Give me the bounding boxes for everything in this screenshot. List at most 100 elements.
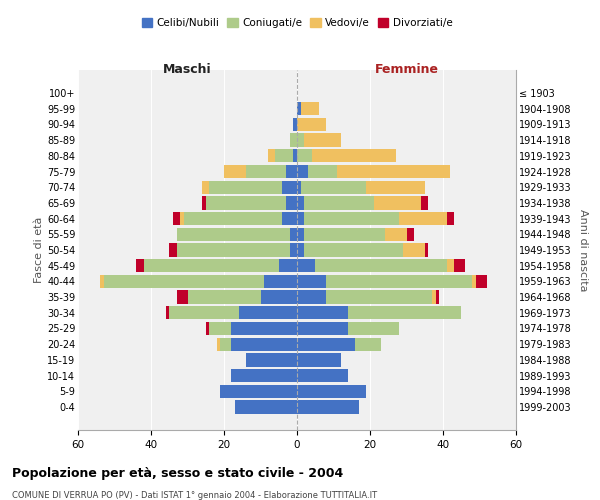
Bar [297, 353, 341, 366]
Bar [297, 244, 304, 256]
Bar [297, 134, 304, 147]
Bar [232, 369, 297, 382]
Bar [297, 290, 326, 304]
Bar [180, 212, 184, 226]
Bar [220, 338, 232, 351]
Bar [348, 322, 399, 335]
Bar [176, 290, 187, 304]
Bar [421, 196, 428, 209]
Bar [283, 212, 297, 226]
Bar [407, 228, 414, 241]
Bar [432, 290, 436, 304]
Bar [304, 212, 399, 226]
Bar [176, 228, 290, 241]
Bar [209, 180, 283, 194]
Bar [235, 400, 297, 413]
Bar [176, 244, 290, 256]
Bar [297, 274, 326, 288]
Bar [297, 338, 355, 351]
Bar [246, 353, 297, 366]
Bar [100, 274, 104, 288]
Bar [293, 118, 297, 131]
Bar [326, 290, 432, 304]
Legend: Celibi/Nubili, Coniugati/e, Vedovi/e, Divorziati/e: Celibi/Nubili, Coniugati/e, Vedovi/e, Di… [137, 14, 457, 32]
Bar [246, 165, 286, 178]
Bar [446, 259, 454, 272]
Bar [337, 165, 450, 178]
Text: COMUNE DI VERRUA PO (PV) - Dati ISTAT 1° gennaio 2004 - Elaborazione TUTTITALIA.: COMUNE DI VERRUA PO (PV) - Dati ISTAT 1°… [12, 491, 377, 500]
Bar [297, 118, 326, 131]
Bar [290, 244, 297, 256]
Bar [144, 259, 279, 272]
Text: Popolazione per età, sesso e stato civile - 2004: Popolazione per età, sesso e stato civil… [12, 468, 343, 480]
Bar [297, 165, 308, 178]
Bar [260, 290, 297, 304]
Bar [173, 212, 180, 226]
Bar [476, 274, 487, 288]
Bar [315, 259, 446, 272]
Bar [283, 180, 297, 194]
Bar [355, 338, 381, 351]
Y-axis label: Fasce di età: Fasce di età [34, 217, 44, 283]
Bar [206, 322, 209, 335]
Bar [293, 149, 297, 162]
Bar [297, 322, 348, 335]
Bar [286, 165, 297, 178]
Bar [275, 149, 293, 162]
Bar [308, 165, 337, 178]
Bar [446, 212, 454, 226]
Bar [304, 196, 374, 209]
Y-axis label: Anni di nascita: Anni di nascita [578, 209, 588, 291]
Text: Femmine: Femmine [374, 63, 439, 76]
Bar [220, 384, 297, 398]
Bar [297, 212, 304, 226]
Bar [297, 400, 359, 413]
Bar [367, 180, 425, 194]
Bar [169, 244, 176, 256]
Bar [374, 196, 421, 209]
Bar [311, 149, 395, 162]
Bar [202, 196, 206, 209]
Bar [326, 274, 472, 288]
Bar [403, 244, 425, 256]
Bar [217, 338, 220, 351]
Bar [239, 306, 297, 320]
Bar [297, 384, 367, 398]
Bar [297, 102, 301, 116]
Bar [436, 290, 439, 304]
Bar [169, 306, 239, 320]
Bar [290, 228, 297, 241]
Bar [232, 322, 297, 335]
Bar [268, 149, 275, 162]
Bar [399, 212, 446, 226]
Bar [187, 290, 260, 304]
Bar [184, 212, 283, 226]
Bar [297, 149, 311, 162]
Bar [232, 338, 297, 351]
Bar [297, 259, 315, 272]
Bar [206, 196, 286, 209]
Bar [166, 306, 169, 320]
Bar [104, 274, 264, 288]
Bar [454, 259, 465, 272]
Bar [425, 244, 428, 256]
Bar [304, 134, 341, 147]
Text: Maschi: Maschi [163, 63, 212, 76]
Bar [286, 196, 297, 209]
Bar [304, 228, 385, 241]
Bar [304, 244, 403, 256]
Bar [279, 259, 297, 272]
Bar [297, 180, 301, 194]
Bar [136, 259, 144, 272]
Bar [297, 196, 304, 209]
Bar [301, 180, 367, 194]
Bar [209, 322, 232, 335]
Bar [297, 369, 348, 382]
Bar [297, 306, 348, 320]
Bar [264, 274, 297, 288]
Bar [348, 306, 461, 320]
Bar [472, 274, 476, 288]
Bar [290, 134, 297, 147]
Bar [224, 165, 246, 178]
Bar [385, 228, 407, 241]
